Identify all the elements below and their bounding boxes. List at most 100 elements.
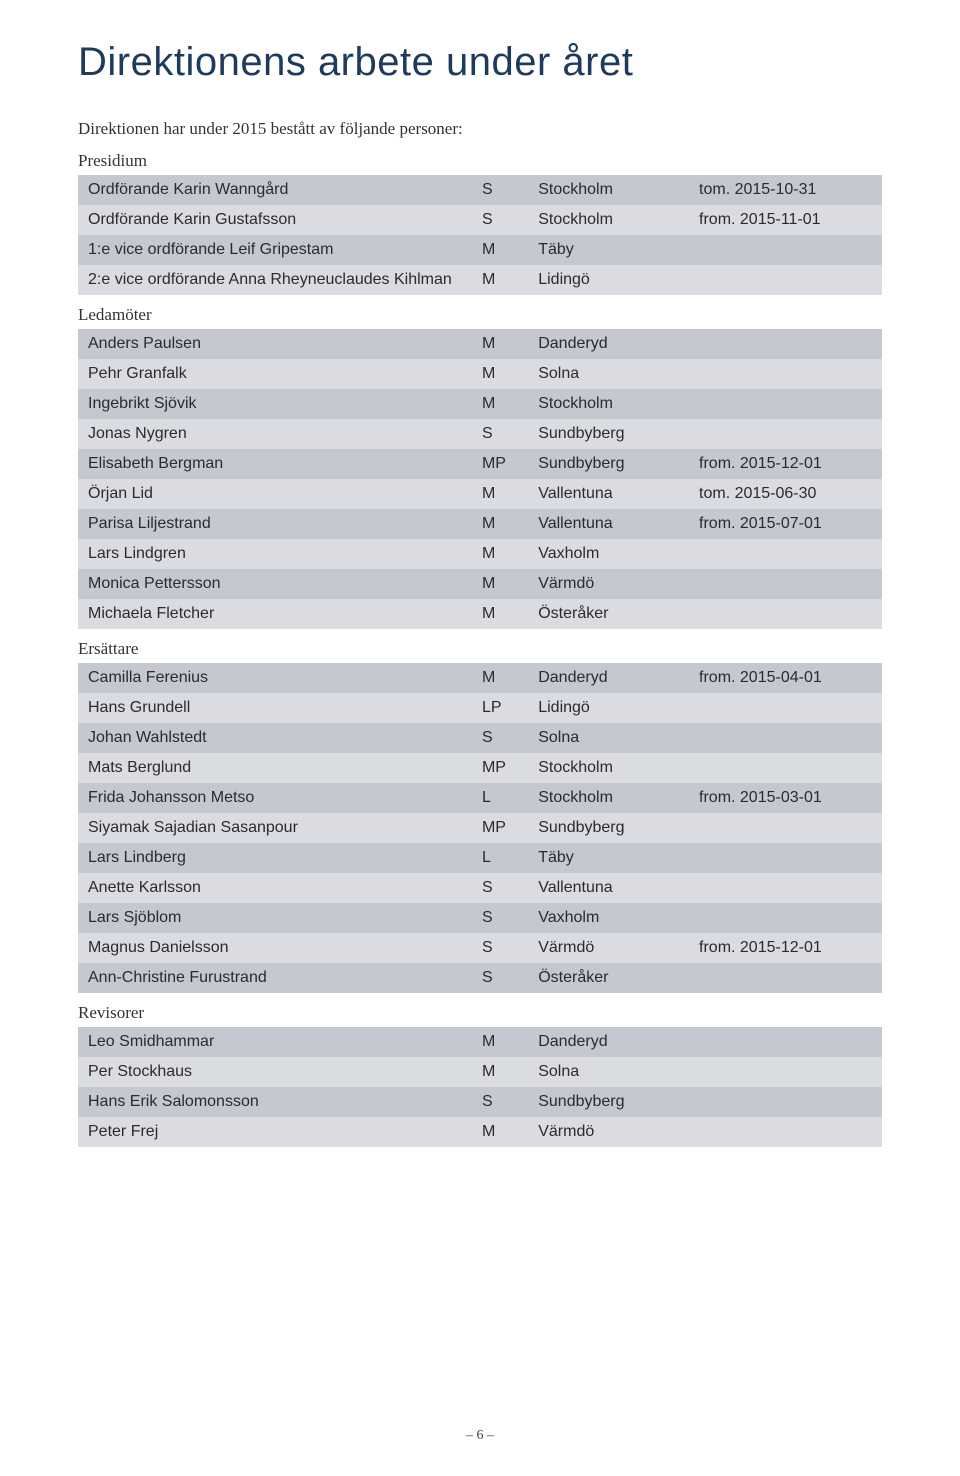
cell-party: M: [472, 265, 528, 295]
cell-date: [689, 539, 882, 569]
table-row: Lars SjöblomSVaxholm: [78, 903, 882, 933]
cell-name: Leo Smidhammar: [78, 1027, 472, 1057]
cell-party: LP: [472, 693, 528, 723]
cell-date: from. 2015-04-01: [689, 663, 882, 693]
table-row: Per StockhausMSolna: [78, 1057, 882, 1087]
cell-party: S: [472, 933, 528, 963]
cell-city: Österåker: [528, 599, 689, 629]
cell-date: from. 2015-07-01: [689, 509, 882, 539]
table-row: Ordförande Karin GustafssonSStockholmfro…: [78, 205, 882, 235]
table-row: Peter FrejMVärmdö: [78, 1117, 882, 1147]
page-number: – 6 –: [0, 1428, 960, 1444]
cell-date: [689, 569, 882, 599]
cell-city: Vaxholm: [528, 903, 689, 933]
table-row: Lars LindbergLTäby: [78, 843, 882, 873]
cell-date: [689, 1117, 882, 1147]
cell-name: Peter Frej: [78, 1117, 472, 1147]
people-table: Camilla FereniusMDanderydfrom. 2015-04-0…: [78, 663, 882, 993]
table-row: Lars LindgrenMVaxholm: [78, 539, 882, 569]
cell-date: [689, 419, 882, 449]
cell-name: Ingebrikt Sjövik: [78, 389, 472, 419]
cell-date: [689, 389, 882, 419]
cell-city: Vallentuna: [528, 873, 689, 903]
cell-party: M: [472, 1057, 528, 1087]
cell-city: Lidingö: [528, 693, 689, 723]
cell-city: Stockholm: [528, 753, 689, 783]
section-label: Ledamöter: [78, 305, 882, 325]
cell-date: [689, 329, 882, 359]
cell-party: S: [472, 723, 528, 753]
cell-party: M: [472, 235, 528, 265]
cell-name: Johan Wahlstedt: [78, 723, 472, 753]
cell-city: Vaxholm: [528, 539, 689, 569]
cell-date: [689, 1087, 882, 1117]
table-row: Ordförande Karin WanngårdSStockholmtom. …: [78, 175, 882, 205]
cell-city: Danderyd: [528, 329, 689, 359]
cell-city: Danderyd: [528, 1027, 689, 1057]
people-table: Anders PaulsenMDanderydPehr GranfalkMSol…: [78, 329, 882, 629]
cell-name: Lars Lindgren: [78, 539, 472, 569]
cell-name: Camilla Ferenius: [78, 663, 472, 693]
table-row: Anders PaulsenMDanderyd: [78, 329, 882, 359]
cell-city: Österåker: [528, 963, 689, 993]
table-row: Mats BerglundMPStockholm: [78, 753, 882, 783]
cell-date: tom. 2015-10-31: [689, 175, 882, 205]
table-row: Ingebrikt SjövikMStockholm: [78, 389, 882, 419]
cell-party: M: [472, 479, 528, 509]
cell-date: [689, 1027, 882, 1057]
cell-city: Sundbyberg: [528, 419, 689, 449]
table-row: Monica PetterssonMVärmdö: [78, 569, 882, 599]
cell-name: Per Stockhaus: [78, 1057, 472, 1087]
cell-city: Solna: [528, 723, 689, 753]
cell-city: Solna: [528, 359, 689, 389]
sections-container: PresidiumOrdförande Karin WanngårdSStock…: [78, 151, 882, 1147]
cell-date: from. 2015-03-01: [689, 783, 882, 813]
cell-party: S: [472, 175, 528, 205]
cell-party: L: [472, 843, 528, 873]
table-row: Ann-Christine FurustrandSÖsteråker: [78, 963, 882, 993]
table-row: Michaela FletcherMÖsteråker: [78, 599, 882, 629]
cell-name: Magnus Danielsson: [78, 933, 472, 963]
cell-city: Stockholm: [528, 389, 689, 419]
cell-date: [689, 723, 882, 753]
cell-city: Stockholm: [528, 205, 689, 235]
table-row: Johan WahlstedtSSolna: [78, 723, 882, 753]
table-row: 1:e vice ordförande Leif GripestamMTäby: [78, 235, 882, 265]
cell-date: [689, 903, 882, 933]
page-title: Direktionens arbete under året: [78, 40, 882, 85]
cell-date: [689, 235, 882, 265]
cell-party: S: [472, 1087, 528, 1117]
cell-date: tom. 2015-06-30: [689, 479, 882, 509]
cell-date: [689, 813, 882, 843]
cell-city: Solna: [528, 1057, 689, 1087]
cell-party: M: [472, 329, 528, 359]
cell-city: Sundbyberg: [528, 449, 689, 479]
cell-city: Värmdö: [528, 933, 689, 963]
table-row: Siyamak Sajadian SasanpourMPSundbyberg: [78, 813, 882, 843]
cell-name: 2:e vice ordförande Anna Rheyneuclaudes …: [78, 265, 472, 295]
cell-name: Mats Berglund: [78, 753, 472, 783]
cell-party: M: [472, 509, 528, 539]
cell-date: [689, 693, 882, 723]
cell-name: Ordförande Karin Wanngård: [78, 175, 472, 205]
cell-city: Täby: [528, 235, 689, 265]
table-row: Örjan LidMVallentunatom. 2015-06-30: [78, 479, 882, 509]
cell-party: M: [472, 1117, 528, 1147]
cell-date: [689, 359, 882, 389]
people-table: Leo SmidhammarMDanderydPer StockhausMSol…: [78, 1027, 882, 1147]
cell-party: S: [472, 873, 528, 903]
cell-date: [689, 843, 882, 873]
table-row: Jonas NygrenSSundbyberg: [78, 419, 882, 449]
cell-date: from. 2015-11-01: [689, 205, 882, 235]
cell-name: Hans Erik Salomonsson: [78, 1087, 472, 1117]
cell-name: Lars Sjöblom: [78, 903, 472, 933]
table-row: 2:e vice ordförande Anna Rheyneuclaudes …: [78, 265, 882, 295]
cell-name: Hans Grundell: [78, 693, 472, 723]
cell-name: Siyamak Sajadian Sasanpour: [78, 813, 472, 843]
cell-name: Pehr Granfalk: [78, 359, 472, 389]
cell-name: Elisabeth Bergman: [78, 449, 472, 479]
cell-city: Vallentuna: [528, 479, 689, 509]
cell-city: Stockholm: [528, 175, 689, 205]
cell-party: S: [472, 419, 528, 449]
cell-name: Örjan Lid: [78, 479, 472, 509]
